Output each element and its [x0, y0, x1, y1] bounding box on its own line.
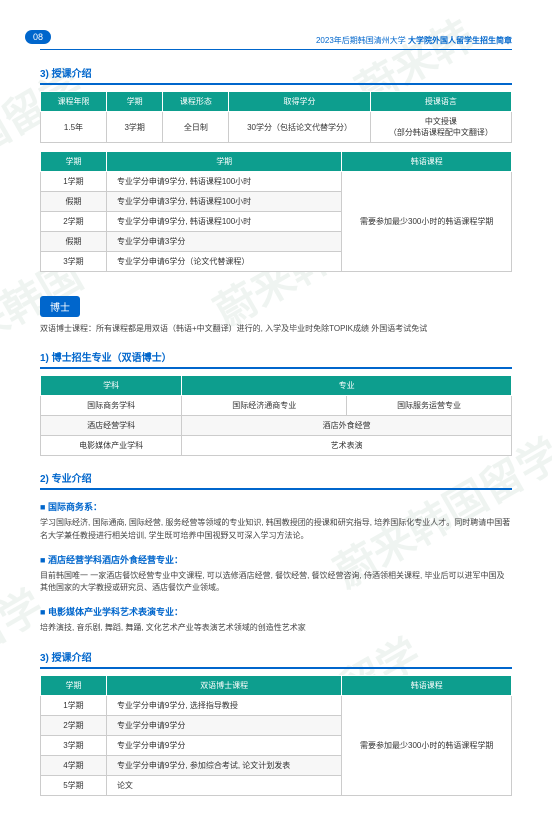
- th: 取得学分: [229, 92, 370, 112]
- major-title: 国际商务系：: [40, 500, 512, 513]
- major-desc: 目前韩国唯一 一家酒店餐饮经营专业中文课程, 可以选修酒店经营, 餐饮经营, 餐…: [40, 570, 512, 596]
- td: 国际经济通商专业: [182, 396, 347, 416]
- td-merged: 需要参加最少300小时的韩语课程学期: [342, 172, 512, 272]
- td: 假期: [41, 192, 107, 212]
- th: 学期: [106, 152, 342, 172]
- major-title: 酒店经营学科酒店外食经营专业：: [40, 553, 512, 566]
- doctor-majors-table: 学科 专业 国际商务学科国际经济通商专业国际服务运营专业 酒店经营学科酒店外食经…: [40, 375, 512, 456]
- td: 1学期: [41, 172, 107, 192]
- section-3b-title: 3) 授课介绍: [40, 649, 512, 669]
- major-title: 电影媒体产业学科艺术表演专业：: [40, 605, 512, 618]
- th: 授课语言: [370, 92, 511, 112]
- major-desc: 学习国际经济, 国际通商, 国际经营, 服务经营等领域的专业知识, 韩国教授团的…: [40, 517, 512, 543]
- section-2b-title: 2) 专业介绍: [40, 470, 512, 490]
- th: 双语博士课程: [106, 675, 342, 695]
- td: 2学期: [41, 715, 107, 735]
- th: 韩语课程: [342, 152, 512, 172]
- td: 假期: [41, 232, 107, 252]
- td: 专业学分申请9学分: [106, 735, 342, 755]
- td: 5学期: [41, 775, 107, 795]
- td: 专业学分申请9学分, 韩语课程100小时: [106, 172, 342, 192]
- th: 课程形态: [163, 92, 229, 112]
- section-1b-title: 1) 博士招生专业（双语博士）: [40, 349, 512, 369]
- doctor-course-table: 学期 双语博士课程 韩语课程 1学期专业学分申请9学分, 选择指导教授需要参加最…: [40, 675, 512, 796]
- td: 国际商务学科: [41, 396, 182, 416]
- td: 3学期: [41, 735, 107, 755]
- td: 专业学分申请9学分, 韩语课程100小时: [106, 212, 342, 232]
- doctor-note: 双语博士课程：所有课程都是用双语（韩语+中文翻译）进行的, 入学及毕业时免除TO…: [40, 323, 512, 335]
- td: 酒店外食经营: [182, 416, 512, 436]
- td: 电影媒体产业学科: [41, 436, 182, 456]
- th: 学科: [41, 376, 182, 396]
- header-bold: 大学院外国人留学生招生简章: [408, 36, 512, 45]
- td: 全日制: [163, 112, 229, 143]
- doctor-badge: 博士: [40, 296, 80, 317]
- header: 2023年后期韩国清州大学 大学院外国人留学生招生简章: [40, 35, 512, 50]
- page-number: 08: [25, 30, 51, 44]
- td: 1.5年: [41, 112, 107, 143]
- td: 4学期: [41, 755, 107, 775]
- td: 中文授课 （部分韩语课程配中文翻译）: [370, 112, 511, 143]
- td-merged: 需要参加最少300小时的韩语课程学期: [342, 695, 512, 795]
- th: 课程年限: [41, 92, 107, 112]
- semester-table: 学期 学期 韩语课程 1学期专业学分申请9学分, 韩语课程100小时需要参加最少…: [40, 151, 512, 272]
- td: 专业学分申请6学分（论文代替课程）: [106, 252, 342, 272]
- td: 酒店经营学科: [41, 416, 182, 436]
- td: 国际服务运营专业: [347, 396, 512, 416]
- td: 2学期: [41, 212, 107, 232]
- td: 专业学分申请3学分, 韩语课程100小时: [106, 192, 342, 212]
- th: 学期: [41, 152, 107, 172]
- course-intro-table: 课程年限 学期 课程形态 取得学分 授课语言 1.5年 3学期 全日制 30学分…: [40, 91, 512, 143]
- header-text: 2023年后期韩国清州大学: [316, 36, 408, 45]
- th: 韩语课程: [342, 675, 512, 695]
- td: 专业学分申请9学分, 参加综合考试, 论文计划发表: [106, 755, 342, 775]
- td: 专业学分申请3学分: [106, 232, 342, 252]
- th: 学期: [106, 92, 163, 112]
- td: 3学期: [106, 112, 163, 143]
- major-desc: 培养演技, 音乐剧, 舞蹈, 舞踊, 文化艺术产业等表演艺术领域的创造性艺术家: [40, 622, 512, 635]
- th: 专业: [182, 376, 512, 396]
- td: 专业学分申请9学分: [106, 715, 342, 735]
- td: 1学期: [41, 695, 107, 715]
- td: 艺术表演: [182, 436, 512, 456]
- td: 30学分（包括论文代替学分）: [229, 112, 370, 143]
- td: 3学期: [41, 252, 107, 272]
- td: 专业学分申请9学分, 选择指导教授: [106, 695, 342, 715]
- td: 论文: [106, 775, 342, 795]
- th: 学期: [41, 675, 107, 695]
- section-3-title: 3) 授课介绍: [40, 65, 512, 85]
